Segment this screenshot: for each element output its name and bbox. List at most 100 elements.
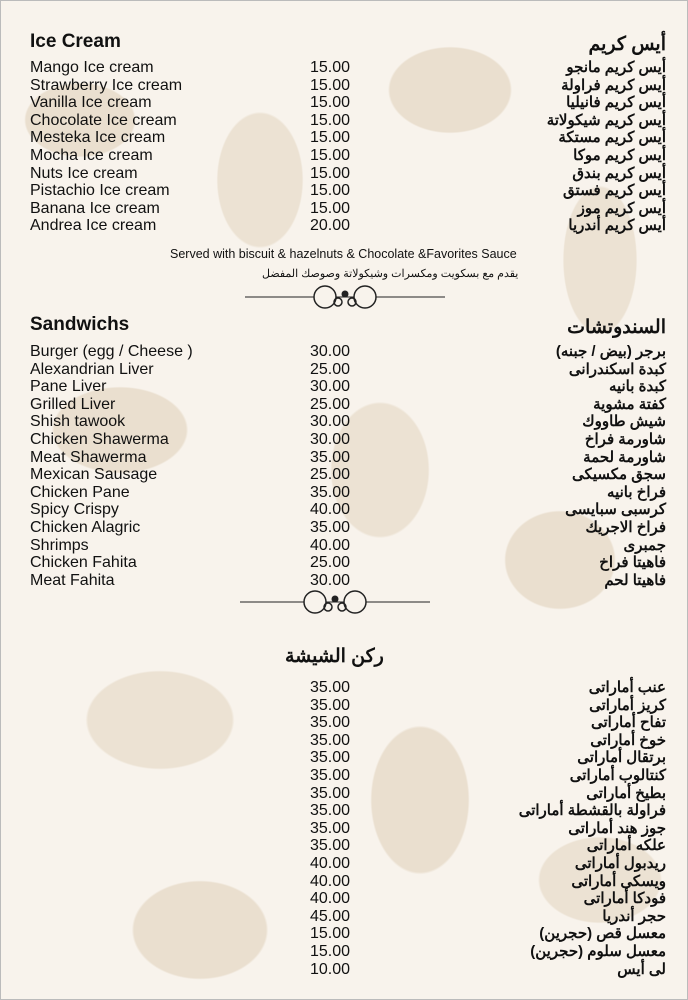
item-price: 30.00 xyxy=(310,430,351,448)
ornament-divider xyxy=(245,285,445,309)
item-name-ar: أيس كريم فستق xyxy=(563,182,666,200)
item-name: Banana Ice cream xyxy=(30,199,160,217)
item-price: 15.00 xyxy=(310,182,351,200)
item-name: Grilled Liver xyxy=(30,395,116,413)
item-price: 35.00 xyxy=(310,448,351,466)
item-name-ar: معسل سلوم (حجرين) xyxy=(530,942,666,960)
item-name-ar: فراخ الاجريك xyxy=(585,518,666,536)
item-price: 20.00 xyxy=(310,217,351,235)
item-name-ar: بطيخ أماراتى xyxy=(586,784,666,802)
item-price: 15.00 xyxy=(310,146,351,164)
item-name-ar: سجق مكسيكى xyxy=(572,466,666,484)
item-name: Meat Fahita xyxy=(30,571,115,589)
ice-cream-prices: 15.00 15.00 15.00 15.00 15.00 15.00 15.00 15.00… xyxy=(310,59,350,235)
shisha-title-ar: ركن الشيشة xyxy=(285,646,384,667)
item-price: 35.00 xyxy=(310,766,351,784)
item-name-ar: ريدبول أماراتى xyxy=(574,854,666,872)
item-price: 40.00 xyxy=(310,854,351,872)
ice-cream-note: Served with biscuit & hazelnuts & Chocol… xyxy=(170,247,517,261)
item-name-ar: فراولة بالقشطة أماراتى xyxy=(518,802,666,820)
item-price: 15.00 xyxy=(310,59,351,76)
item-name-ar: كبدة بانيه xyxy=(608,378,666,396)
item-name-ar: عنب أماراتى xyxy=(588,679,666,696)
item-name: Chocolate Ice cream xyxy=(30,111,177,129)
item-name-ar: كنتالوب أماراتى xyxy=(569,766,666,784)
item-price: 25.00 xyxy=(310,395,351,413)
item-name-ar: كفتة مشوية xyxy=(593,395,666,413)
ice-cream-names-ar: أيس كريم مانجو أيس كريم فراولة أيس كريم فا… xyxy=(547,59,666,235)
item-name-ar: شيش طاووك xyxy=(582,413,666,431)
item-name: Pane Liver xyxy=(30,378,107,396)
ice-cream-note-ar: يقدم مع بسكويت ومكسرات وشيكولاتة وصوصك ا… xyxy=(262,268,519,280)
item-price: 15.00 xyxy=(310,111,351,129)
item-name: Strawberry Ice cream xyxy=(30,76,183,94)
sandwiches-title-ar: السندوتشات xyxy=(567,317,666,338)
item-name: Shish tawook xyxy=(30,413,126,431)
item-name: Shrimps xyxy=(30,536,89,554)
item-price: 15.00 xyxy=(310,199,351,217)
shisha-prices: 35.00 35.00 35.00 35.00 35.00 35.00 35.00 35.00… xyxy=(310,679,350,978)
item-name-ar: أيس كريم مستكة xyxy=(558,129,666,147)
item-name: Vanilla Ice cream xyxy=(30,94,152,112)
item-name: Nuts Ice cream xyxy=(30,164,138,182)
item-price: 35.00 xyxy=(310,837,351,855)
item-price: 45.00 xyxy=(310,907,351,925)
item-name-ar: أيس كريم فانيليا xyxy=(566,94,666,112)
ice-cream-title-ar: أيس كريم xyxy=(588,34,666,55)
item-price: 30.00 xyxy=(310,378,351,396)
item-price: 35.00 xyxy=(310,483,351,501)
sandwich-names-ar: برجر (بيض / جبنه) كبدة اسكندرانى كبدة باني… xyxy=(556,343,666,589)
sandwich-prices: 30.00 25.00 30.00 25.00 30.00 30.00 35.00 25.00… xyxy=(310,343,350,589)
item-name-ar: شاورمة لحمة xyxy=(583,448,666,466)
item-name: Mango Ice cream xyxy=(30,59,154,76)
item-name-ar: أيس كريم بندق xyxy=(572,164,666,182)
item-name-ar: جمبرى xyxy=(623,536,667,554)
item-price: 30.00 xyxy=(310,571,351,589)
item-price: 40.00 xyxy=(310,501,351,519)
item-price: 10.00 xyxy=(310,960,351,978)
ornament-divider xyxy=(240,590,430,614)
item-price: 35.00 xyxy=(310,802,351,820)
item-name: Mexican Sausage xyxy=(30,466,158,484)
item-price: 30.00 xyxy=(310,343,351,360)
item-price: 35.00 xyxy=(310,518,351,536)
item-name-ar: أيس كريم موز xyxy=(577,199,666,217)
ice-cream-names: Mango Ice cream Strawberry Ice cream Vanil… xyxy=(30,59,182,235)
item-name-ar: جوز هند أماراتى xyxy=(568,819,666,837)
item-price: 25.00 xyxy=(310,360,351,378)
item-name-ar: كبدة اسكندرانى xyxy=(568,360,666,378)
item-name-ar: حجر أندريا xyxy=(602,907,666,925)
item-name: Chicken Pane xyxy=(30,483,130,501)
item-name-ar: فاهيتا فراخ xyxy=(599,554,666,572)
item-price: 15.00 xyxy=(310,942,351,960)
item-name-ar: علكه أماراتى xyxy=(586,837,666,855)
item-name-ar: برجر (بيض / جبنه) xyxy=(555,343,666,360)
item-price: 15.00 xyxy=(310,164,351,182)
item-name: Mesteka Ice cream xyxy=(30,129,166,147)
item-name: Meat Shawerma xyxy=(30,448,147,466)
item-name-ar: خوخ أماراتى xyxy=(590,731,666,749)
item-price: 25.00 xyxy=(310,554,351,572)
item-name-ar: كرسبى سبايسى xyxy=(565,501,666,519)
item-price: 25.00 xyxy=(310,466,351,484)
item-price: 35.00 xyxy=(310,749,351,767)
item-name-ar: أيس كريم موكا xyxy=(573,146,666,164)
item-name-ar: شاورمة فراخ xyxy=(584,430,666,448)
sandwiches-title: Sandwichs xyxy=(30,314,130,335)
item-price: 30.00 xyxy=(310,413,351,431)
item-name: Alexandrian Liver xyxy=(30,360,154,378)
item-name-ar: تفاح أماراتى xyxy=(590,714,666,732)
item-price: 15.00 xyxy=(310,129,351,147)
item-price: 15.00 xyxy=(310,925,351,943)
item-name-ar: معسل قص (حجرين) xyxy=(539,925,666,943)
item-price: 35.00 xyxy=(310,784,351,802)
item-name-ar: أيس كريم فراولة xyxy=(561,76,666,94)
item-name-ar: كريز أماراتى xyxy=(589,696,666,714)
ice-cream-title: Ice Cream xyxy=(30,31,121,52)
item-name-ar: فراخ بانيه xyxy=(607,483,666,501)
item-name-ar: لى أيس xyxy=(617,960,666,978)
item-name: Andrea Ice cream xyxy=(30,217,157,235)
item-name: Mocha Ice cream xyxy=(30,146,153,164)
item-price: 40.00 xyxy=(310,872,351,890)
item-name: Chicken Alagric xyxy=(30,518,141,536)
